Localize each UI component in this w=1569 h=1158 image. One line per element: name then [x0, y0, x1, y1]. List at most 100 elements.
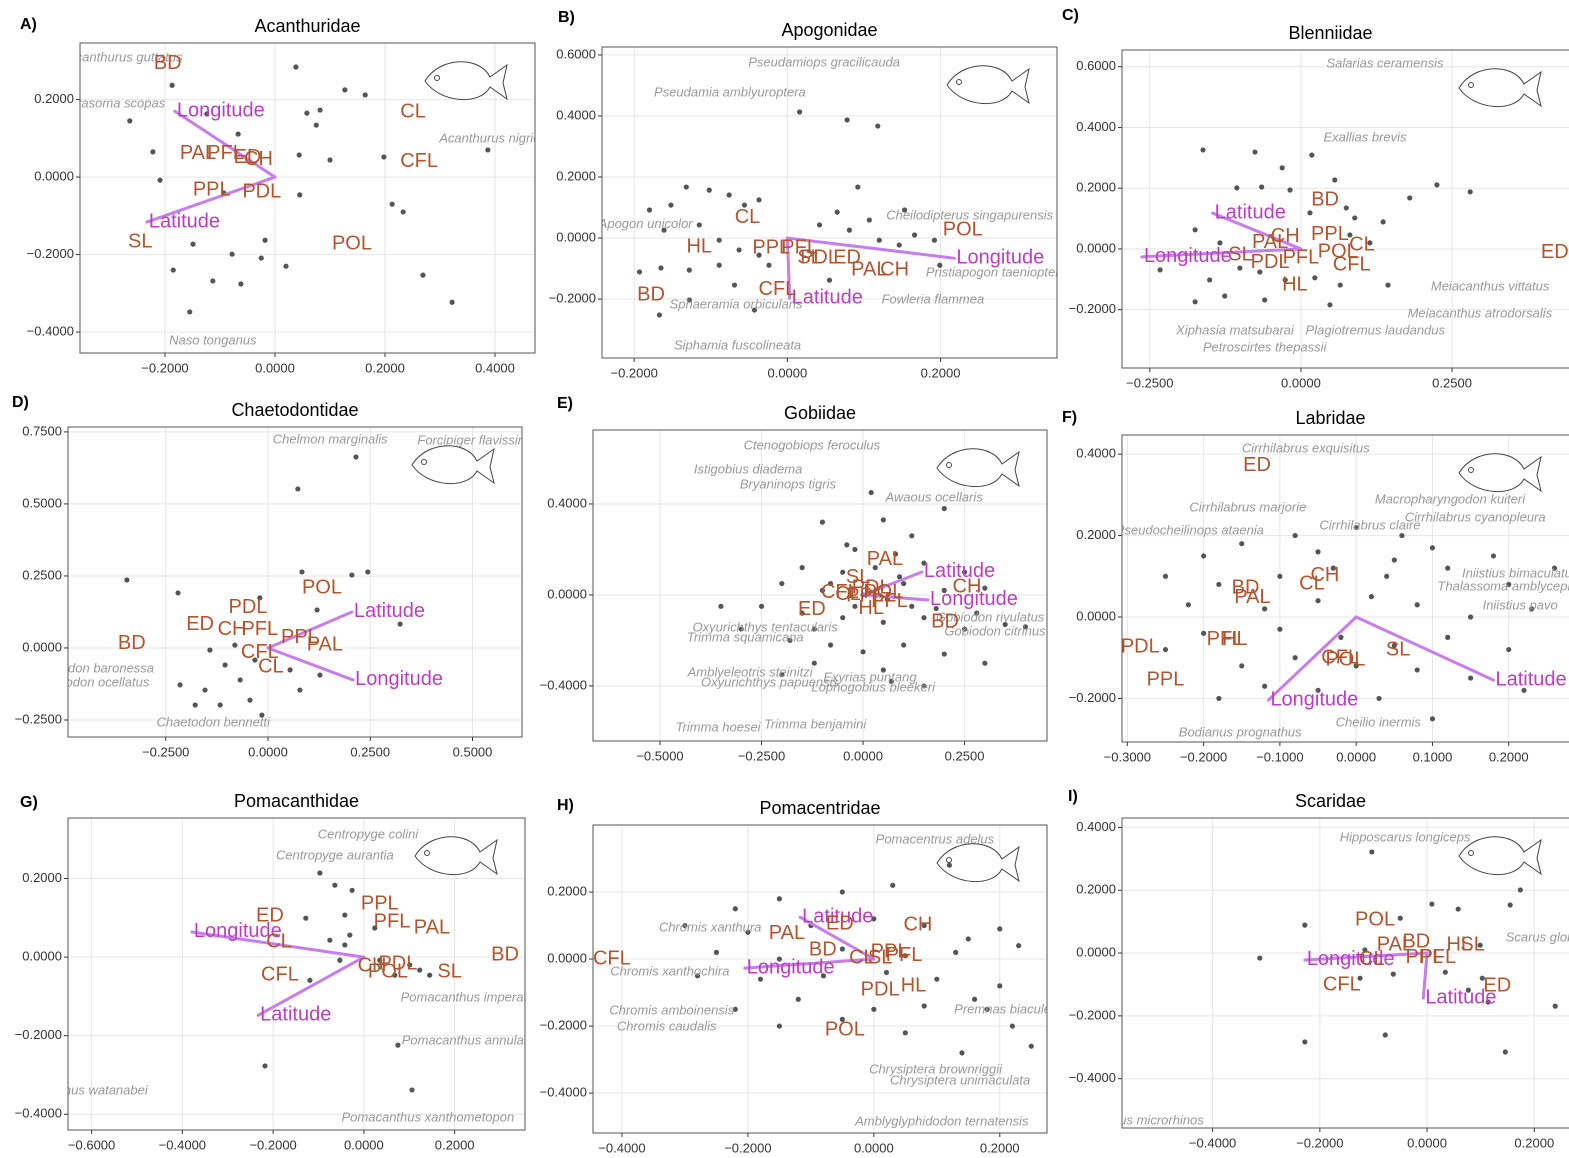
point: [1307, 210, 1313, 216]
trait-label: HL: [686, 235, 712, 257]
trait-label: HL: [1222, 628, 1248, 650]
point: [169, 82, 175, 88]
point: [840, 569, 846, 575]
point: [694, 973, 701, 979]
point: [238, 281, 244, 287]
species-label: Pseudamiops gracilicauda: [748, 54, 900, 69]
species-label: Bodianus prognathus: [1179, 724, 1302, 739]
point: [826, 277, 833, 283]
panel-label: A): [20, 16, 37, 33]
point: [1529, 606, 1535, 612]
loading-arrow: [785, 236, 792, 300]
point: [901, 207, 908, 213]
point: [855, 184, 861, 190]
species-label: Chrysiptera unimaculata: [890, 1072, 1030, 1087]
y-tick-label: −0.4000: [15, 1106, 62, 1121]
trait-label: CL: [1299, 572, 1325, 594]
point: [880, 619, 886, 625]
panel-label: E): [557, 395, 573, 412]
point: [417, 967, 423, 973]
point: [1506, 646, 1512, 653]
point: [1262, 606, 1268, 612]
panel: −0.2000 0.0000 0.2000 0.4000 0.2000 0.0000 −0.…: [20, 16, 536, 375]
species-label: Amblyglyphidodon ternatensis: [854, 1114, 1029, 1129]
point: [353, 454, 359, 460]
y-tick-label: 0.2000: [1076, 882, 1116, 897]
point: [706, 187, 712, 193]
point: [1477, 942, 1483, 948]
vector-label: Latitude: [792, 286, 863, 308]
species-label: Trimma hoesei: [676, 719, 762, 734]
point: [883, 969, 890, 976]
y-tick-label: 0.0000: [22, 639, 62, 654]
point: [872, 565, 878, 571]
point: [934, 976, 940, 982]
species-label: Chaetodon ocellatus: [31, 675, 150, 690]
point: [1343, 205, 1349, 211]
point: [365, 569, 371, 575]
trait-label: PFL: [1419, 946, 1456, 968]
chart-title: Chaetodontidae: [231, 400, 358, 420]
loading-arrow: [145, 175, 277, 224]
point: [766, 262, 772, 268]
fish-icon: [936, 843, 1020, 883]
point: [827, 580, 834, 587]
fish-icon: [1458, 68, 1542, 108]
panel-label: D): [12, 394, 29, 411]
point: [1239, 663, 1245, 669]
species-label: Oxyurichthys tentacularis: [693, 619, 839, 634]
point: [779, 671, 785, 678]
point: [332, 882, 338, 888]
point: [686, 297, 692, 303]
trait-label: CL: [1349, 233, 1375, 255]
trait-label: PFL: [1207, 628, 1244, 650]
point: [210, 278, 216, 284]
y-tick-label: 0.0000: [1076, 944, 1116, 959]
point: [984, 1006, 990, 1012]
point: [1353, 524, 1359, 531]
point: [1162, 646, 1169, 653]
point: [901, 642, 907, 648]
trait-label: PFL: [241, 618, 278, 640]
species-label: Chromis xanthochira: [610, 964, 729, 979]
trait-label: ED: [256, 905, 284, 927]
point: [799, 610, 805, 616]
point: [909, 603, 915, 609]
species-label: Istigobius diadema: [694, 461, 802, 476]
point: [1201, 630, 1207, 636]
point: [1237, 265, 1243, 271]
trait-label: BD: [1311, 188, 1339, 210]
point: [1467, 189, 1473, 195]
trait-label: CL: [258, 655, 284, 677]
trait-label: ED: [234, 146, 262, 168]
x-tick-label: 0.2500: [350, 744, 390, 759]
trait-label: PFL: [374, 910, 411, 932]
point: [1369, 849, 1375, 855]
trait-label: POL: [302, 576, 342, 598]
point: [776, 1023, 782, 1029]
species-label: Meiacanthus vittatus: [1431, 278, 1550, 293]
point: [1429, 901, 1435, 907]
panel: −0.5000 −0.2500 0.0000 0.2500 0.4000 0.0000 −0…: [540, 395, 1048, 763]
species-label: Exallias brevis: [1323, 130, 1407, 145]
panel: −0.2500 0.0000 0.2500 0.5000 0.7500 0.5000 0.2…: [12, 394, 523, 759]
species-label: Pristiapogon taeniopterus: [926, 265, 1074, 280]
point: [1391, 642, 1397, 649]
trait-label: PFL: [871, 590, 908, 612]
point: [1252, 149, 1258, 155]
trait-label: SL: [846, 566, 870, 588]
point: [716, 237, 722, 243]
point: [1315, 549, 1321, 555]
point: [1157, 267, 1163, 273]
plot-border: [67, 817, 526, 1131]
point: [262, 237, 268, 243]
vector-label: Longitude: [1270, 688, 1358, 710]
point: [347, 932, 353, 938]
species-label: Ctenogobiops feroculus: [744, 437, 881, 452]
trait-label: PAL: [1252, 231, 1288, 253]
x-tick-label: −0.2000: [1180, 749, 1227, 764]
x-tick-label: 0.0000: [1407, 1135, 1447, 1150]
species-label: Iniistius bimaculatus: [1462, 565, 1569, 580]
point: [1490, 553, 1497, 559]
